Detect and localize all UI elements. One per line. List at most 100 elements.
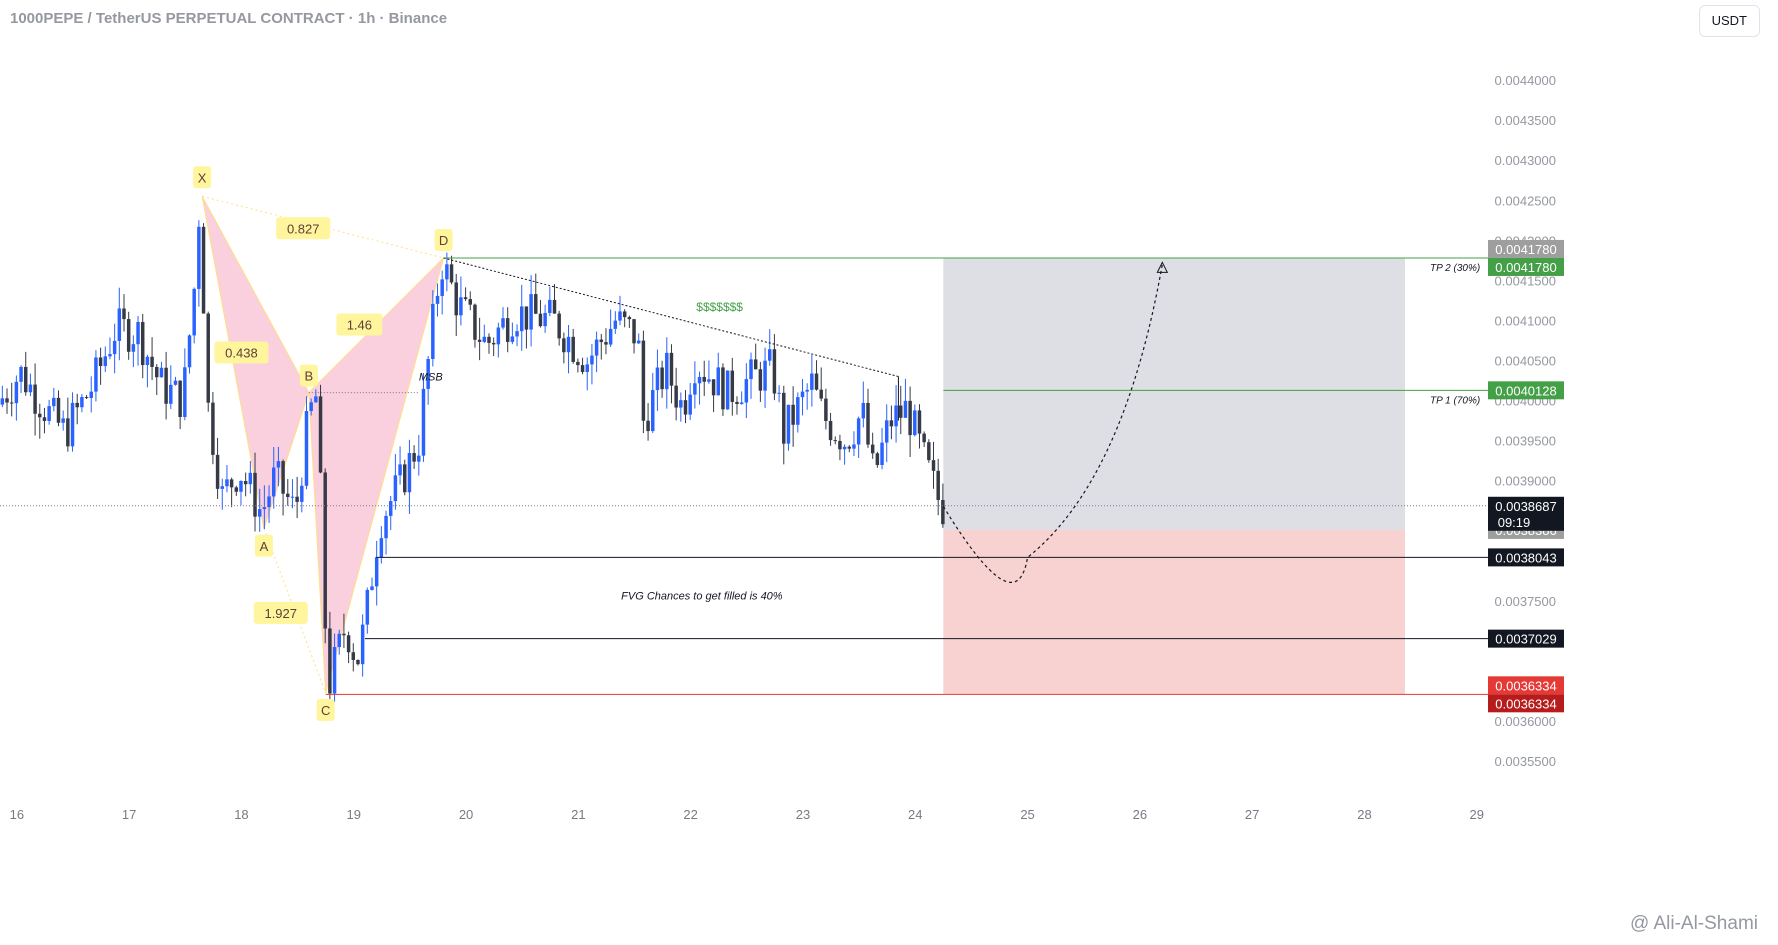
- x-tick-label: 16: [10, 807, 24, 822]
- candle-body: [519, 306, 524, 332]
- y-tick-label: 0.0039500: [1495, 434, 1556, 449]
- candle-body: [183, 367, 187, 418]
- ratio-label: 0.438: [225, 346, 258, 361]
- candle-body: [33, 384, 37, 414]
- candle-body: [23, 366, 28, 393]
- x-tick-label: 27: [1245, 807, 1259, 822]
- candle-body: [454, 282, 458, 316]
- candle-body: [767, 349, 772, 361]
- price-tag: [1488, 239, 1564, 258]
- candle-body: [234, 487, 239, 492]
- candle-body: [683, 400, 688, 415]
- candle-body: [941, 499, 945, 525]
- candle-body: [496, 327, 501, 345]
- candle-body: [468, 299, 473, 305]
- x-tick-label: 17: [122, 807, 136, 822]
- candle-body: [730, 370, 735, 402]
- candle-body: [445, 264, 449, 280]
- candle-body: [257, 509, 262, 517]
- chart-annotation: FVG Chances to get filled is 40%: [621, 590, 783, 602]
- candle-body: [744, 379, 749, 403]
- candle-body: [852, 444, 856, 449]
- candle-body: [253, 472, 257, 517]
- x-tick-label: 21: [571, 807, 585, 822]
- candle-body: [824, 398, 828, 421]
- candle-body: [576, 361, 580, 366]
- pattern-point-label: D: [439, 233, 448, 248]
- take-profit-label: TP 2 (30%): [1430, 263, 1480, 274]
- candle-body: [571, 336, 575, 362]
- candle-body: [225, 479, 229, 487]
- candle-body: [61, 418, 65, 423]
- candle-body: [271, 467, 276, 497]
- candle-body: [501, 318, 505, 328]
- candle-body: [477, 339, 482, 342]
- candle-body: [393, 475, 398, 502]
- candle-body: [80, 397, 84, 408]
- price-tag-label: 0.0040128: [1495, 383, 1556, 398]
- candle-body: [763, 360, 767, 391]
- candle-body: [782, 392, 786, 444]
- candle-body: [164, 367, 168, 404]
- candle-body: [903, 400, 908, 418]
- pattern-point-badge: [434, 228, 453, 251]
- candle-body: [459, 297, 463, 316]
- pattern-point-label: B: [304, 369, 313, 384]
- candle-body: [421, 388, 426, 456]
- candle-body: [880, 442, 884, 465]
- ratio-badge: [253, 601, 308, 624]
- candle-body: [351, 652, 356, 660]
- candle-body: [889, 420, 894, 427]
- candle-body: [417, 455, 421, 462]
- price-tag-label: 0.0041780: [1495, 242, 1556, 257]
- pattern-point-badge: [299, 364, 318, 387]
- x-tick-label: 25: [1020, 807, 1034, 822]
- candle-body: [899, 405, 903, 418]
- price-tag: [1488, 257, 1564, 276]
- candle-body: [772, 349, 777, 394]
- candle-body: [360, 624, 365, 665]
- x-tick-label: 18: [234, 807, 248, 822]
- y-tick-label: 0.0035500: [1495, 754, 1556, 769]
- candle-body: [117, 308, 122, 341]
- author-watermark: @ Ali-Al-Shami: [1629, 913, 1758, 934]
- candle-body: [70, 402, 75, 447]
- candle-body: [108, 354, 112, 357]
- candle-body: [229, 479, 234, 488]
- candle-body: [426, 358, 430, 389]
- candle-body: [505, 318, 510, 342]
- candle-body: [412, 453, 416, 462]
- candle-body: [847, 446, 852, 449]
- candle-body: [622, 311, 627, 318]
- currency-selector[interactable]: USDT: [1698, 5, 1760, 37]
- candle-body: [52, 397, 56, 407]
- candle-body: [403, 464, 407, 493]
- candle-body: [178, 380, 182, 418]
- candle-body: [557, 313, 561, 339]
- candle-body: [89, 391, 93, 398]
- candle-body: [660, 367, 664, 390]
- candle-body: [473, 304, 477, 340]
- candle-body: [365, 589, 370, 625]
- pattern-point-badge: [316, 699, 335, 722]
- projection-path: [942, 264, 1163, 583]
- y-tick-label: 0.0043000: [1495, 153, 1556, 168]
- ratio-label: 1.46: [347, 317, 372, 332]
- countdown-label: 09:19: [1498, 515, 1531, 530]
- candle-body: [0, 398, 5, 405]
- take-profit-label: TP 1 (70%): [1430, 395, 1480, 406]
- pattern-point-badge: [193, 166, 212, 189]
- candle-body: [819, 389, 823, 399]
- pattern-point-badge: [254, 534, 273, 557]
- pattern-point-label: C: [321, 703, 330, 718]
- candle-body: [721, 367, 725, 410]
- candle-body: [927, 442, 931, 461]
- y-tick-label: 0.0037500: [1495, 594, 1556, 609]
- chart-annotation: MSB: [419, 372, 443, 384]
- candle-body: [374, 557, 379, 587]
- price-tag: [1488, 381, 1564, 400]
- y-tick-label: 0.0044000: [1495, 73, 1556, 88]
- candle-body: [585, 364, 589, 373]
